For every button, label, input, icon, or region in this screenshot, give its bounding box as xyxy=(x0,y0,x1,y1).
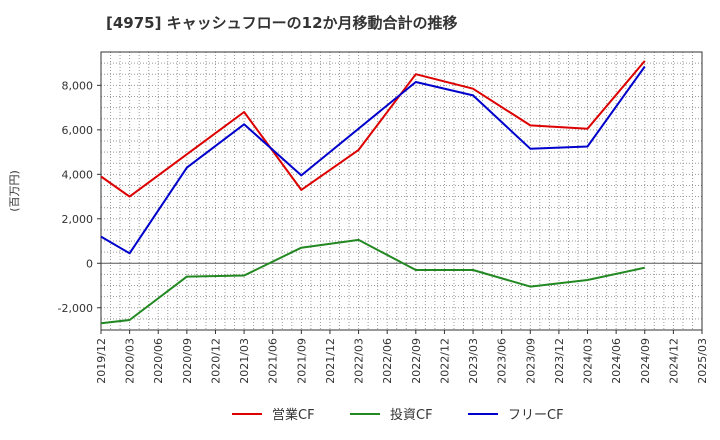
x-tick-label: 2024/12 xyxy=(667,338,680,384)
x-tick-label: 2022/09 xyxy=(410,338,423,384)
x-tick-label: 2022/06 xyxy=(381,338,394,384)
x-tick-label: 2023/03 xyxy=(467,338,480,384)
legend-label-2: フリーCF xyxy=(508,408,564,423)
x-tick-label: 2023/09 xyxy=(524,338,537,384)
y-tick-label: 4,000 xyxy=(62,168,94,181)
x-tick-label: 2021/03 xyxy=(238,338,251,384)
x-tick-label: 2020/06 xyxy=(152,338,165,384)
chart-title: [4975] キャッシュフローの12か月移動合計の推移 xyxy=(106,14,458,32)
x-tick-label: 2020/12 xyxy=(209,338,222,384)
x-tick-label: 2022/03 xyxy=(353,338,366,384)
x-tick-label: 2024/03 xyxy=(582,338,595,384)
x-tick-label: 2024/09 xyxy=(639,338,652,384)
y-tick-label: 8,000 xyxy=(62,79,94,92)
x-tick-label: 2021/06 xyxy=(267,338,280,384)
y-tick-label: 6,000 xyxy=(62,124,94,137)
y-axis-label: (百万円) xyxy=(8,170,21,212)
y-tick-label: 2,000 xyxy=(62,213,94,226)
legend-label-1: 投資CF xyxy=(390,407,433,423)
x-tick-label: 2025/03 xyxy=(696,338,709,384)
series-line-1 xyxy=(100,238,646,325)
x-tick-label: 2024/06 xyxy=(610,338,623,384)
plot-border xyxy=(100,51,703,331)
x-tick-label: 2022/12 xyxy=(438,338,451,384)
x-tick-label: 2021/12 xyxy=(324,338,337,384)
x-tick-label: 2020/09 xyxy=(181,338,194,384)
y-tick-label: -2,000 xyxy=(58,302,93,315)
x-tick-label: 2023/12 xyxy=(553,338,566,384)
y-tick-label: 0 xyxy=(86,257,93,270)
x-tick-label: 2023/06 xyxy=(496,338,509,384)
series-line-2 xyxy=(100,65,646,255)
plot-area xyxy=(101,52,702,330)
x-tick-label: 2020/03 xyxy=(124,338,137,384)
series-line-0 xyxy=(100,60,646,198)
legend-label-0: 営業CF xyxy=(272,407,315,423)
x-tick-label: 2021/09 xyxy=(295,338,308,384)
x-tick-label: 2019/12 xyxy=(95,338,108,384)
